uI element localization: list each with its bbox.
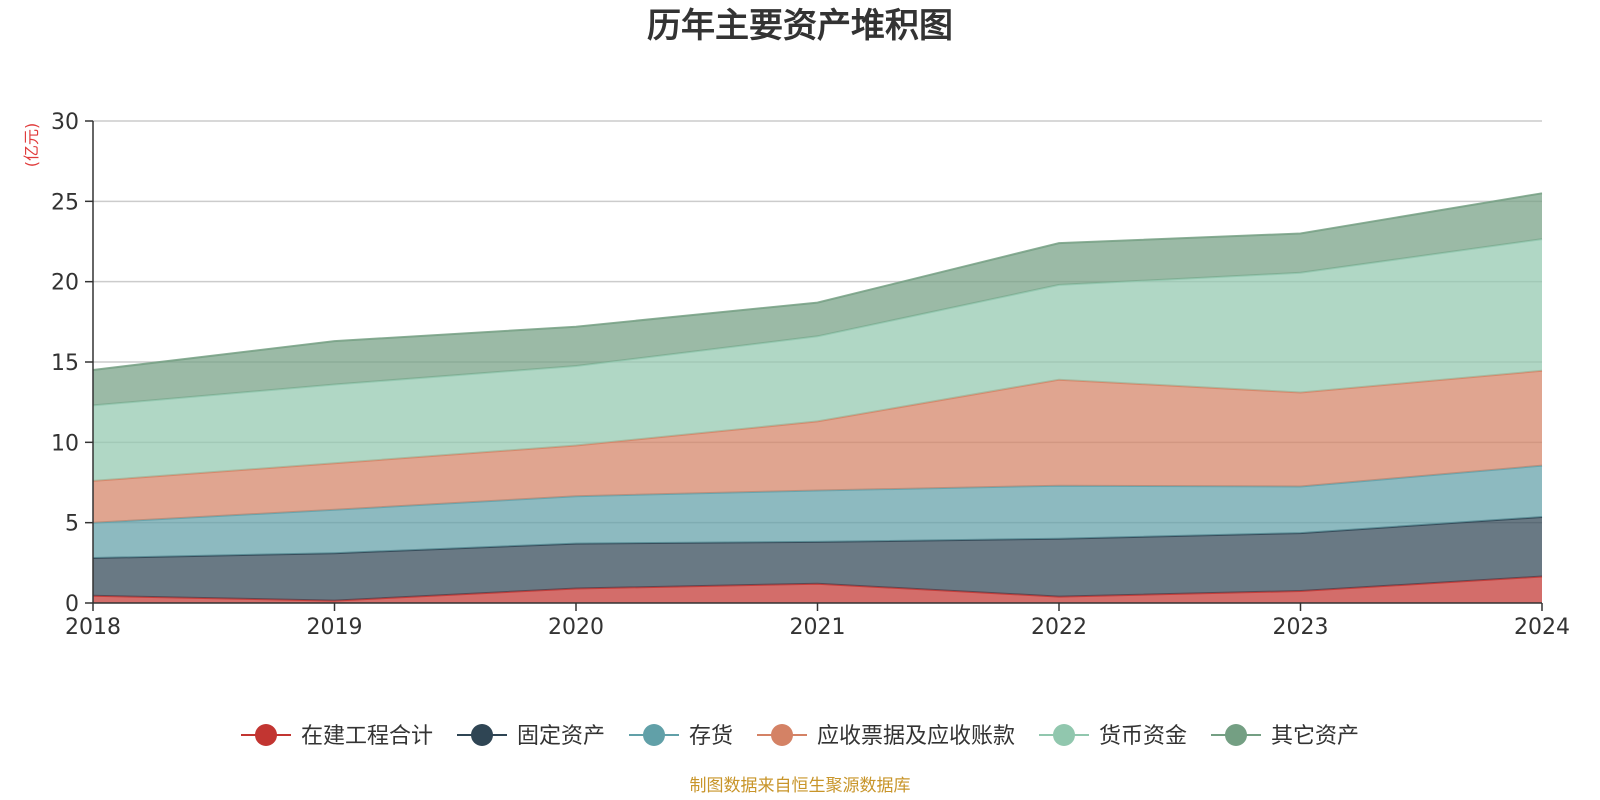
y-tick-label: 30 bbox=[51, 110, 79, 135]
x-tick-label: 2022 bbox=[1031, 615, 1087, 640]
legend-item-3: 存货 bbox=[629, 724, 733, 749]
x-tick-label: 2018 bbox=[65, 615, 121, 640]
y-axis-unit-label: (亿元) bbox=[22, 123, 41, 168]
legend-label: 应收票据及应收账款 bbox=[817, 724, 1015, 749]
legend-label: 货币资金 bbox=[1099, 724, 1187, 749]
area-series-3 bbox=[93, 465, 1542, 558]
legend-swatch-marker bbox=[1225, 724, 1247, 746]
y-tick-label: 15 bbox=[51, 351, 79, 376]
legend: 在建工程合计 固定资产 存货 应收票据及应收账款 货币资金 其它资产 bbox=[241, 724, 1359, 749]
y-tick-label: 25 bbox=[51, 190, 79, 215]
data-source-note: 制图数据来自恒生聚源数据库 bbox=[690, 776, 911, 796]
area-series-2 bbox=[93, 517, 1542, 601]
legend-item-2: 固定资产 bbox=[457, 724, 605, 749]
x-tick-label: 2023 bbox=[1273, 615, 1329, 640]
area-series-6 bbox=[93, 193, 1542, 406]
y-tick-label: 20 bbox=[51, 271, 79, 296]
area-series-group bbox=[92, 192, 1543, 603]
y-tick-label: 5 bbox=[65, 512, 79, 537]
legend-label: 在建工程合计 bbox=[301, 724, 433, 749]
x-tick-label: 2024 bbox=[1514, 615, 1570, 640]
legend-item-1: 在建工程合计 bbox=[241, 724, 433, 749]
legend-swatch-marker bbox=[643, 724, 665, 746]
legend-label: 其它资产 bbox=[1271, 724, 1359, 749]
area-series-1 bbox=[93, 576, 1542, 603]
x-tick-label: 2021 bbox=[790, 615, 846, 640]
legend-swatch-marker bbox=[1053, 724, 1075, 746]
legend-label: 固定资产 bbox=[517, 724, 605, 749]
legend-label: 存货 bbox=[689, 724, 733, 749]
y-tick-label: 10 bbox=[51, 431, 79, 456]
x-tick-label: 2019 bbox=[307, 615, 363, 640]
legend-swatch-marker bbox=[471, 724, 493, 746]
chart-title: 历年主要资产堆积图 bbox=[647, 6, 953, 46]
legend-item-4: 应收票据及应收账款 bbox=[757, 724, 1015, 749]
legend-item-6: 其它资产 bbox=[1211, 724, 1359, 749]
y-tick-label: 0 bbox=[65, 592, 79, 617]
area-series-5 bbox=[93, 239, 1542, 481]
legend-swatch-marker bbox=[255, 724, 277, 746]
area-series-line-6 bbox=[92, 192, 1543, 371]
legend-item-5: 货币资金 bbox=[1039, 724, 1187, 749]
legend-swatch-marker bbox=[771, 724, 793, 746]
x-tick-label: 2020 bbox=[548, 615, 604, 640]
area-series-4 bbox=[93, 370, 1542, 523]
axes: 0 5 10 15 20 25 30 2018 2019 2020 2021 2022 2023 2024 bbox=[51, 110, 1570, 640]
